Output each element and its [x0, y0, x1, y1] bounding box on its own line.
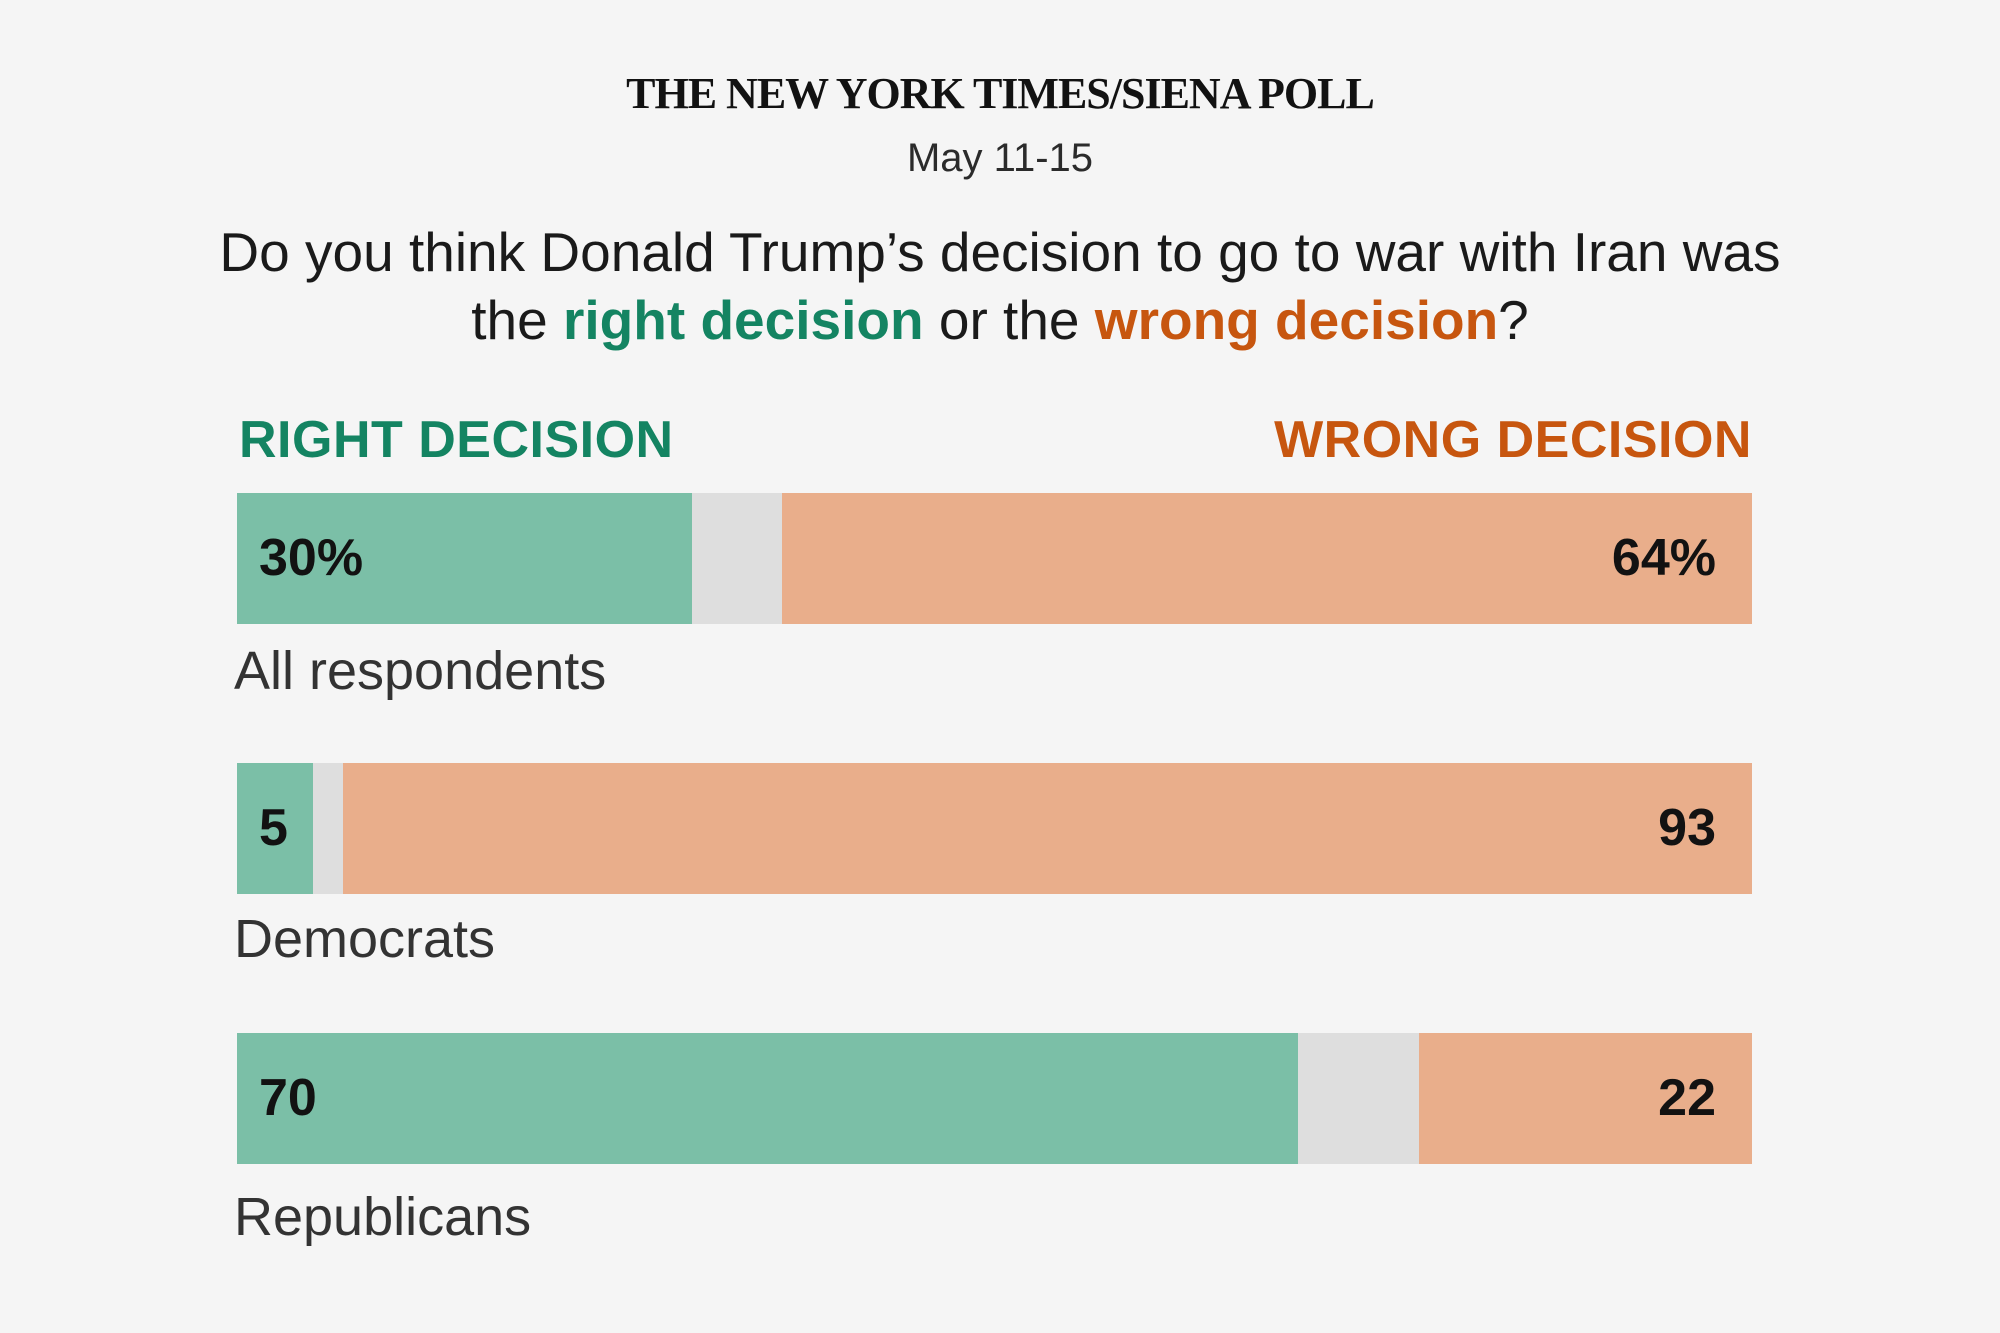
bar-segment-wrong: [343, 763, 1752, 894]
wrong-value-label: 93: [1658, 799, 1716, 857]
legend-wrong-decision: WRONG DECISION: [1274, 411, 1752, 469]
bar-segment-wrong: [1418, 1033, 1752, 1164]
bar-segment-right: [237, 1033, 1298, 1164]
group-label: Democrats: [234, 909, 496, 969]
right-value-label: 70: [259, 1069, 317, 1127]
legend-right-decision: RIGHT DECISION: [239, 411, 674, 469]
bar-segment-other: [312, 763, 344, 894]
question-text-start: Do you think Donald Trump’s decision to …: [219, 221, 1781, 351]
poll-question: Do you think Donald Trump’s decision to …: [200, 218, 1800, 354]
bar-segment-other: [1297, 1033, 1419, 1164]
question-right-highlight: right decision: [562, 289, 924, 351]
bar-row: 5 93: [237, 763, 1752, 894]
group-label: Republicans: [234, 1187, 532, 1247]
question-text-mid: or the: [923, 289, 1095, 351]
bar-segment-right: [237, 763, 313, 894]
bar-row: 30% 64%: [237, 493, 1752, 624]
right-value-label: 5: [259, 799, 288, 857]
question-wrong-highlight: wrong decision: [1094, 289, 1499, 351]
bar-segment-right: [237, 493, 692, 624]
question-text-end: ?: [1498, 289, 1529, 351]
bar-row: 70 22: [237, 1033, 1752, 1164]
wrong-value-label: 64%: [1611, 529, 1716, 587]
bar-segment-wrong: [782, 493, 1752, 624]
poll-masthead: THE NEW YORK TIMES/SIENA POLL: [626, 69, 1375, 118]
bar-segment-other: [691, 493, 783, 624]
poll-dates: May 11-15: [906, 136, 1093, 180]
right-value-label: 30%: [259, 529, 364, 587]
group-label: All respondents: [234, 641, 607, 701]
wrong-value-label: 22: [1658, 1069, 1716, 1127]
